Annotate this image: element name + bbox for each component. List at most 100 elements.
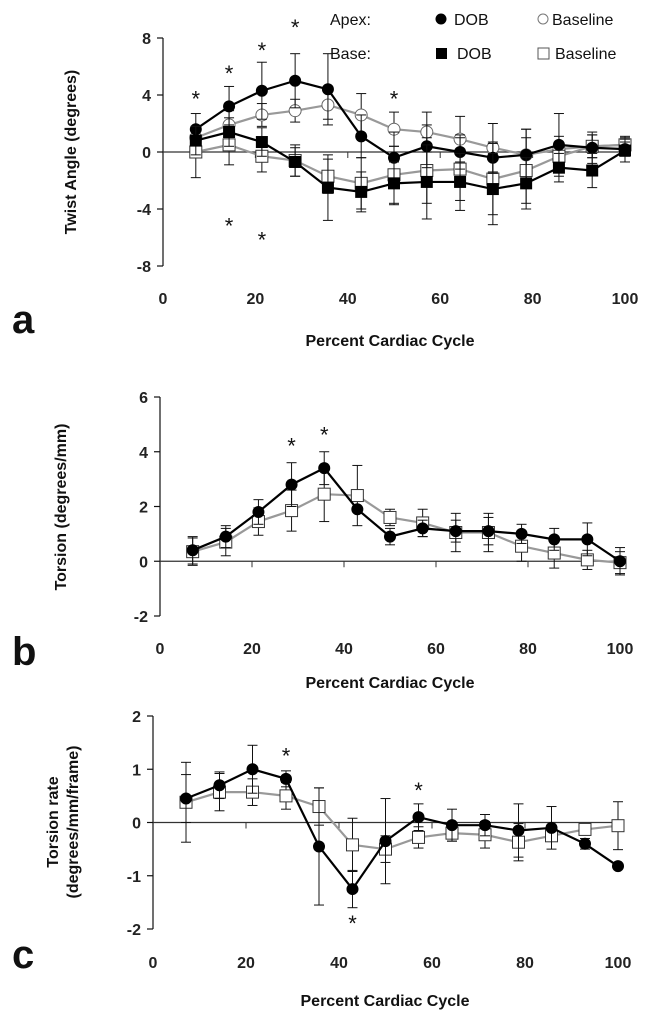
- data-point: [482, 525, 495, 538]
- significance-asterisk: *: [320, 423, 329, 448]
- legend-apex-baseline-label: Baseline: [552, 12, 613, 29]
- data-point: [578, 837, 591, 850]
- data-point: [180, 792, 193, 805]
- data-point: [515, 527, 528, 540]
- data-point: [586, 141, 599, 154]
- y-axis-title: Twist Angle (degrees): [63, 70, 80, 234]
- data-point: [318, 462, 331, 475]
- data-point: [186, 544, 199, 557]
- data-point: [246, 763, 259, 776]
- data-point: [479, 819, 492, 832]
- x-axis-title: Percent Cardiac Cycle: [301, 993, 470, 1010]
- data-point: [223, 126, 236, 139]
- significance-asterisk: *: [225, 213, 234, 238]
- data-point: [612, 860, 624, 873]
- y-axis-title-line1: Torsion rate: [45, 776, 62, 867]
- x-tick-label: 0: [159, 291, 168, 308]
- data-point: [548, 533, 561, 546]
- legend-apex-dob-marker: [435, 13, 447, 25]
- data-point: [552, 161, 565, 174]
- legend-base-baseline-marker: [537, 47, 550, 60]
- data-point: [545, 821, 558, 834]
- series-baseline: [179, 761, 625, 872]
- data-point: [279, 789, 293, 803]
- data-point: [586, 164, 599, 177]
- data-point: [614, 555, 626, 568]
- significance-asterisk: *: [291, 15, 300, 40]
- data-point: [223, 100, 236, 113]
- data-point: [289, 155, 302, 168]
- y-tick-label: 6: [139, 390, 148, 407]
- data-point: [520, 177, 533, 190]
- y-tick-label: 2: [132, 709, 141, 726]
- data-point: [388, 151, 400, 164]
- x-tick-label: 100: [605, 955, 632, 972]
- y-tick-label: 4: [142, 88, 151, 105]
- x-tick-label: 20: [247, 291, 265, 308]
- data-point: [252, 505, 265, 518]
- data-point: [619, 144, 631, 157]
- significance-asterisk: *: [258, 38, 267, 63]
- x-tick-label: 80: [524, 291, 542, 308]
- data-point: [388, 177, 400, 190]
- significance-asterisk: *: [287, 434, 296, 459]
- x-tick-label: 80: [516, 955, 534, 972]
- legend-apex-label: Apex:: [330, 12, 371, 29]
- data-point: [384, 530, 396, 543]
- data-point: [552, 138, 565, 151]
- legend-base-dob-label: DOB: [457, 46, 492, 63]
- y-tick-label: 0: [142, 145, 151, 162]
- x-tick-label: 60: [427, 641, 445, 658]
- y-tick-label: -8: [137, 259, 151, 276]
- legend-apex-baseline-marker: [537, 13, 549, 25]
- y-tick-label: 8: [142, 31, 151, 48]
- legend: Apex: DOB Baseline Base: DOB Baseline: [330, 12, 616, 63]
- legend-base-label: Base:: [330, 46, 371, 63]
- significance-asterisk: *: [192, 86, 201, 111]
- significance-asterisk: *: [225, 61, 234, 86]
- data-point: [317, 487, 331, 501]
- legend-base-baseline-label: Baseline: [555, 46, 616, 63]
- x-tick-label: 80: [519, 641, 537, 658]
- data-point: [213, 779, 226, 792]
- significance-asterisk: *: [390, 86, 399, 111]
- data-point: [355, 130, 368, 143]
- data-point: [412, 830, 426, 844]
- panel-c-torsion-rate: c Percent Cardiac Cycle Torsion rate (de…: [12, 709, 631, 1010]
- y-tick-label: -2: [127, 922, 141, 939]
- y-axis-title: Torsion (degrees/mm): [53, 424, 70, 591]
- x-tick-label: 100: [612, 291, 639, 308]
- data-point: [486, 183, 499, 196]
- y-tick-label: -1: [127, 869, 141, 886]
- y-tick-label: 1: [132, 762, 141, 779]
- panel-a-twist-angle: a Percent Cardiac Cycle Twist Angle (deg…: [12, 12, 638, 350]
- series-base-dob: [189, 117, 631, 226]
- data-point: [355, 185, 368, 198]
- significance-asterisk: *: [258, 228, 267, 253]
- significance-asterisk: *: [348, 911, 357, 936]
- significance-asterisk: *: [414, 778, 423, 803]
- data-point: [581, 533, 594, 546]
- panel-b-torsion: b Percent Cardiac Cycle Torsion (degrees…: [12, 390, 633, 692]
- data-point: [321, 181, 334, 194]
- data-point: [420, 175, 433, 188]
- data-point: [611, 819, 625, 833]
- data-point: [578, 822, 592, 836]
- data-point: [350, 489, 364, 503]
- data-point: [345, 838, 359, 852]
- data-point: [383, 510, 397, 524]
- x-tick-label: 40: [339, 291, 357, 308]
- data-point: [321, 83, 334, 96]
- data-point: [255, 84, 268, 97]
- x-tick-label: 60: [431, 291, 449, 308]
- data-point: [454, 146, 467, 158]
- y-tick-label: 0: [139, 554, 148, 571]
- data-point: [285, 478, 298, 491]
- panel-label: a: [12, 298, 35, 342]
- x-tick-label: 0: [156, 641, 165, 658]
- data-point: [454, 175, 467, 188]
- x-tick-label: 100: [607, 641, 634, 658]
- x-tick-label: 40: [330, 955, 348, 972]
- data-point: [412, 811, 425, 824]
